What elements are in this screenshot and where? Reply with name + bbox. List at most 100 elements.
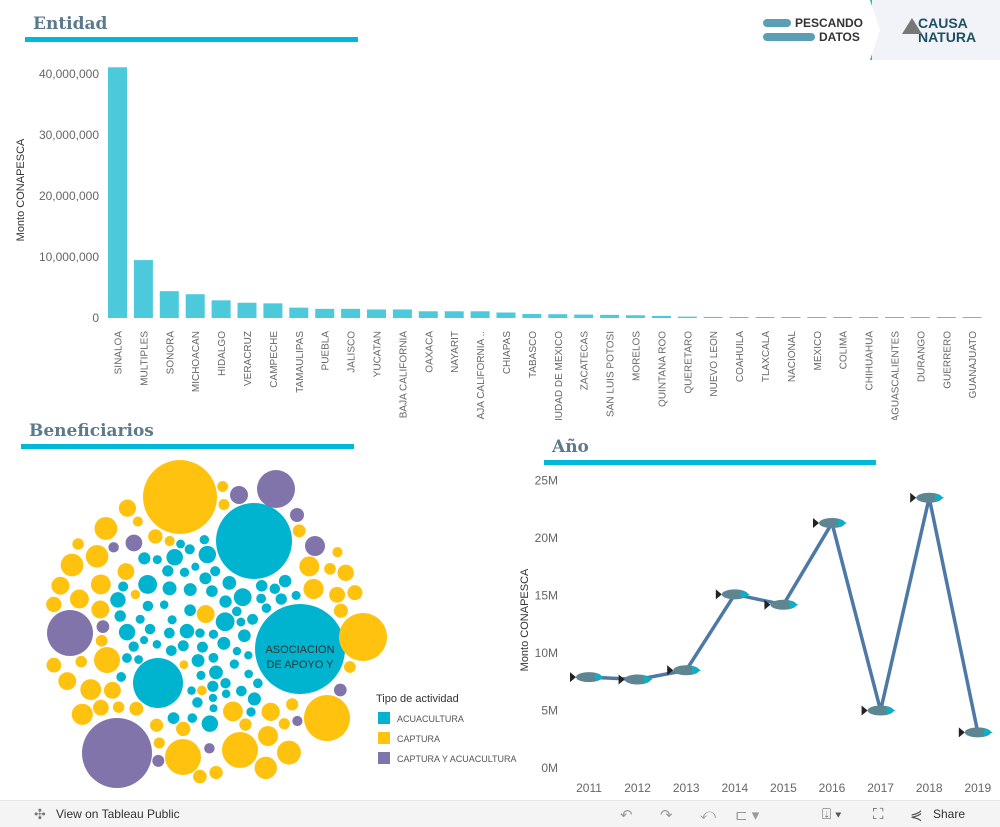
x-tick-label: TABASCO bbox=[528, 331, 539, 378]
fish-tail bbox=[667, 665, 674, 676]
bubble bbox=[247, 692, 261, 706]
bubble bbox=[122, 653, 132, 663]
bubble bbox=[222, 701, 243, 722]
bar-oaxaca bbox=[418, 311, 438, 318]
view-on-tableau-link[interactable]: View on Tableau Public bbox=[56, 807, 180, 821]
x-tick-label: 2011 bbox=[576, 781, 602, 795]
fish-body bbox=[576, 672, 602, 683]
bar-queretaro bbox=[677, 316, 697, 318]
bubble bbox=[278, 574, 292, 588]
bubble bbox=[46, 596, 62, 613]
section-title-beneficiarios: Beneficiarios bbox=[29, 421, 154, 441]
bar-multiples bbox=[133, 260, 153, 318]
bubble bbox=[90, 574, 111, 595]
bubble bbox=[183, 583, 197, 597]
y-tick-label: 0M bbox=[541, 761, 558, 775]
bar-nacional bbox=[781, 317, 801, 318]
bubble bbox=[209, 765, 223, 780]
fish-body bbox=[673, 665, 700, 676]
fullscreen-icon[interactable]: ⛶ bbox=[873, 806, 884, 823]
bubble bbox=[208, 629, 219, 639]
bubble bbox=[46, 657, 62, 673]
bubble bbox=[51, 576, 70, 595]
fish-marker-icon bbox=[813, 518, 847, 529]
undo-icon[interactable]: ↶ bbox=[620, 807, 633, 824]
bubble bbox=[236, 685, 247, 697]
bubble bbox=[95, 634, 108, 647]
bubble bbox=[167, 615, 177, 625]
bubble bbox=[217, 636, 231, 650]
y-tick-label: 15M bbox=[535, 589, 558, 603]
bubble bbox=[116, 672, 127, 682]
bubble bbox=[286, 698, 299, 711]
bubble bbox=[162, 581, 177, 596]
fish-head bbox=[789, 600, 799, 609]
bar-tlaxcala bbox=[755, 317, 775, 318]
x-tick-label: MICHOACAN bbox=[191, 331, 202, 392]
fish-body bbox=[721, 589, 748, 600]
bubble bbox=[201, 715, 219, 732]
x-tick-label: CHIAPAS bbox=[502, 331, 513, 374]
fish-tail bbox=[861, 705, 868, 716]
fish-tail bbox=[910, 492, 917, 503]
bubble bbox=[82, 718, 152, 788]
logo-text: CAUSA bbox=[918, 15, 968, 31]
bar-puebla bbox=[315, 308, 335, 318]
bubble bbox=[209, 704, 218, 713]
fish-marker-icon bbox=[764, 599, 799, 610]
x-tick-label: CIUDAD DE MEXICO bbox=[554, 331, 565, 420]
bubble bbox=[143, 460, 217, 534]
y-tick-label: 20M bbox=[535, 531, 558, 545]
bubble bbox=[329, 586, 346, 603]
x-tick-label: GUANAJUATO bbox=[968, 331, 979, 399]
bubble bbox=[153, 737, 165, 749]
bubble bbox=[91, 600, 110, 619]
bubble-label: ASOCIACION bbox=[265, 644, 334, 656]
bubble bbox=[138, 552, 151, 565]
share-button[interactable]: Share bbox=[933, 807, 966, 821]
x-tick-label: DURANGO bbox=[916, 331, 927, 382]
bubble bbox=[258, 726, 278, 746]
fish-head bbox=[740, 590, 750, 599]
bubble bbox=[254, 756, 277, 780]
bar-colima bbox=[833, 317, 853, 318]
bubble bbox=[125, 534, 143, 552]
bubble bbox=[96, 620, 110, 633]
bubble bbox=[103, 681, 121, 699]
bubble bbox=[229, 659, 239, 669]
revert-icon[interactable]: ⤺ bbox=[700, 806, 717, 823]
bubble bbox=[199, 572, 212, 585]
share-icon[interactable]: ⋞ bbox=[910, 807, 923, 824]
bubble bbox=[152, 640, 162, 649]
bubble bbox=[257, 470, 295, 508]
bubble bbox=[299, 556, 320, 577]
x-tick-label: JALISCO bbox=[347, 331, 358, 373]
bubble bbox=[138, 574, 158, 594]
bubble bbox=[110, 592, 126, 608]
bubble bbox=[176, 721, 191, 737]
x-tick-label: 2016 bbox=[819, 781, 846, 795]
bubble bbox=[210, 566, 221, 577]
bar-michoacan bbox=[185, 294, 205, 318]
x-tick-label: CAMPECHE bbox=[269, 331, 280, 388]
x-tick-label: NUEVO LEON bbox=[709, 331, 720, 397]
bubble bbox=[253, 678, 263, 689]
bubble bbox=[165, 645, 177, 656]
bubble bbox=[343, 661, 356, 673]
download-icon[interactable]: ⍗ ▾ bbox=[822, 806, 842, 823]
bar-hidalgo bbox=[211, 300, 231, 318]
bubble bbox=[246, 707, 256, 717]
bubble bbox=[159, 600, 169, 609]
bubble bbox=[192, 697, 203, 708]
logo-text: NATURA bbox=[918, 29, 977, 45]
fish-marker-icon bbox=[910, 492, 945, 503]
pescando-datos-logo: PESCANDO DATOS bbox=[763, 16, 863, 44]
bubble bbox=[232, 646, 242, 656]
bubble bbox=[139, 636, 149, 645]
x-tick-label: MEXICO bbox=[813, 331, 824, 371]
bar-quintana-roo bbox=[651, 315, 671, 318]
bubble bbox=[142, 600, 154, 612]
section-title-entidad: Entidad bbox=[33, 14, 108, 34]
redo-icon[interactable]: ↷ bbox=[660, 807, 673, 824]
refresh-icon[interactable]: ⊏ ▾ bbox=[735, 807, 760, 824]
